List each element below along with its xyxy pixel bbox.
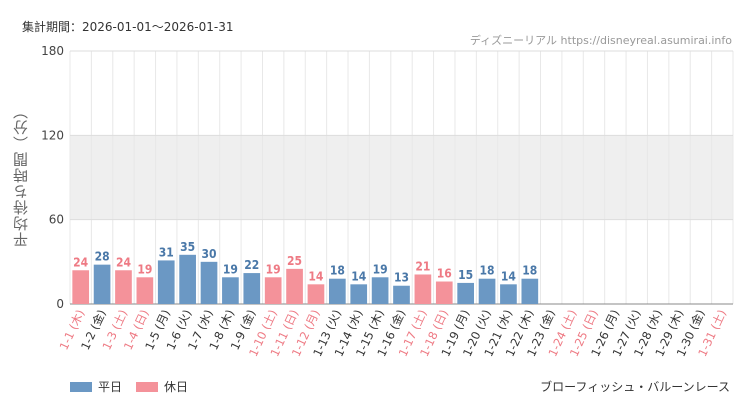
bar-value-label: 18 [522, 264, 537, 278]
y-tick-label: 0 [56, 297, 64, 311]
legend-weekday: 平日 [70, 378, 122, 395]
bar [521, 278, 539, 304]
bar-value-label: 22 [244, 258, 259, 272]
legend-holiday: 休日 [136, 378, 188, 395]
bar [393, 285, 410, 304]
legend-weekday-label: 平日 [98, 380, 123, 394]
bar-value-label: 18 [330, 264, 345, 278]
bar [350, 284, 368, 304]
weekday-swatch [70, 381, 92, 392]
legend-holiday-label: 休日 [164, 380, 189, 394]
bar-value-label: 19 [137, 262, 152, 276]
shaded-band [70, 135, 733, 220]
bar [286, 268, 303, 304]
bar-value-label: 25 [287, 254, 302, 268]
bar [200, 261, 218, 304]
bar-value-label: 14 [501, 269, 517, 283]
bar-value-label: 35 [180, 240, 195, 254]
bar-value-label: 14 [308, 269, 324, 283]
bar-value-label: 31 [159, 245, 174, 259]
y-tick-label: 60 [49, 213, 64, 227]
bar-value-label: 24 [116, 255, 132, 269]
bar [457, 282, 475, 304]
bar [115, 270, 132, 304]
bar [435, 281, 453, 304]
bar-value-label: 28 [95, 250, 110, 264]
bar-value-label: 15 [458, 268, 473, 282]
bar [179, 254, 196, 304]
bar-value-label: 19 [223, 262, 238, 276]
bar [307, 284, 325, 304]
bar [414, 274, 432, 304]
bar-value-label: 19 [373, 262, 388, 276]
bar-value-label: 18 [480, 264, 495, 278]
bar [93, 264, 111, 304]
bar [243, 273, 261, 304]
bar [157, 260, 175, 304]
bar-value-label: 16 [437, 267, 452, 281]
bar-value-label: 19 [266, 262, 281, 276]
bar [264, 277, 282, 304]
y-tick-label: 120 [41, 128, 64, 142]
bar-value-label: 24 [73, 255, 89, 269]
source-credit: ディズニーリアル https://disneyreal.asumirai.inf… [469, 34, 732, 47]
holiday-swatch [136, 381, 159, 392]
legend: 平日 休日 [70, 378, 202, 395]
bar-value-label: 21 [415, 259, 430, 273]
bar [222, 277, 239, 304]
bar [371, 277, 389, 304]
y-axis-label: 平均待ち時間（分） [12, 103, 30, 247]
bar [500, 284, 517, 304]
bar [328, 278, 346, 304]
y-tick-label: 180 [41, 44, 64, 58]
bar [72, 270, 90, 304]
bar [478, 278, 496, 304]
bar [136, 277, 154, 304]
attraction-name: ブローフィッシュ・バルーンレース [540, 380, 730, 394]
bar-value-label: 13 [394, 271, 409, 285]
bar-value-label: 14 [351, 269, 367, 283]
collection-period: 集計期間：2026-01-01〜2026-01-31 [22, 20, 234, 34]
bar-value-label: 30 [202, 247, 217, 261]
